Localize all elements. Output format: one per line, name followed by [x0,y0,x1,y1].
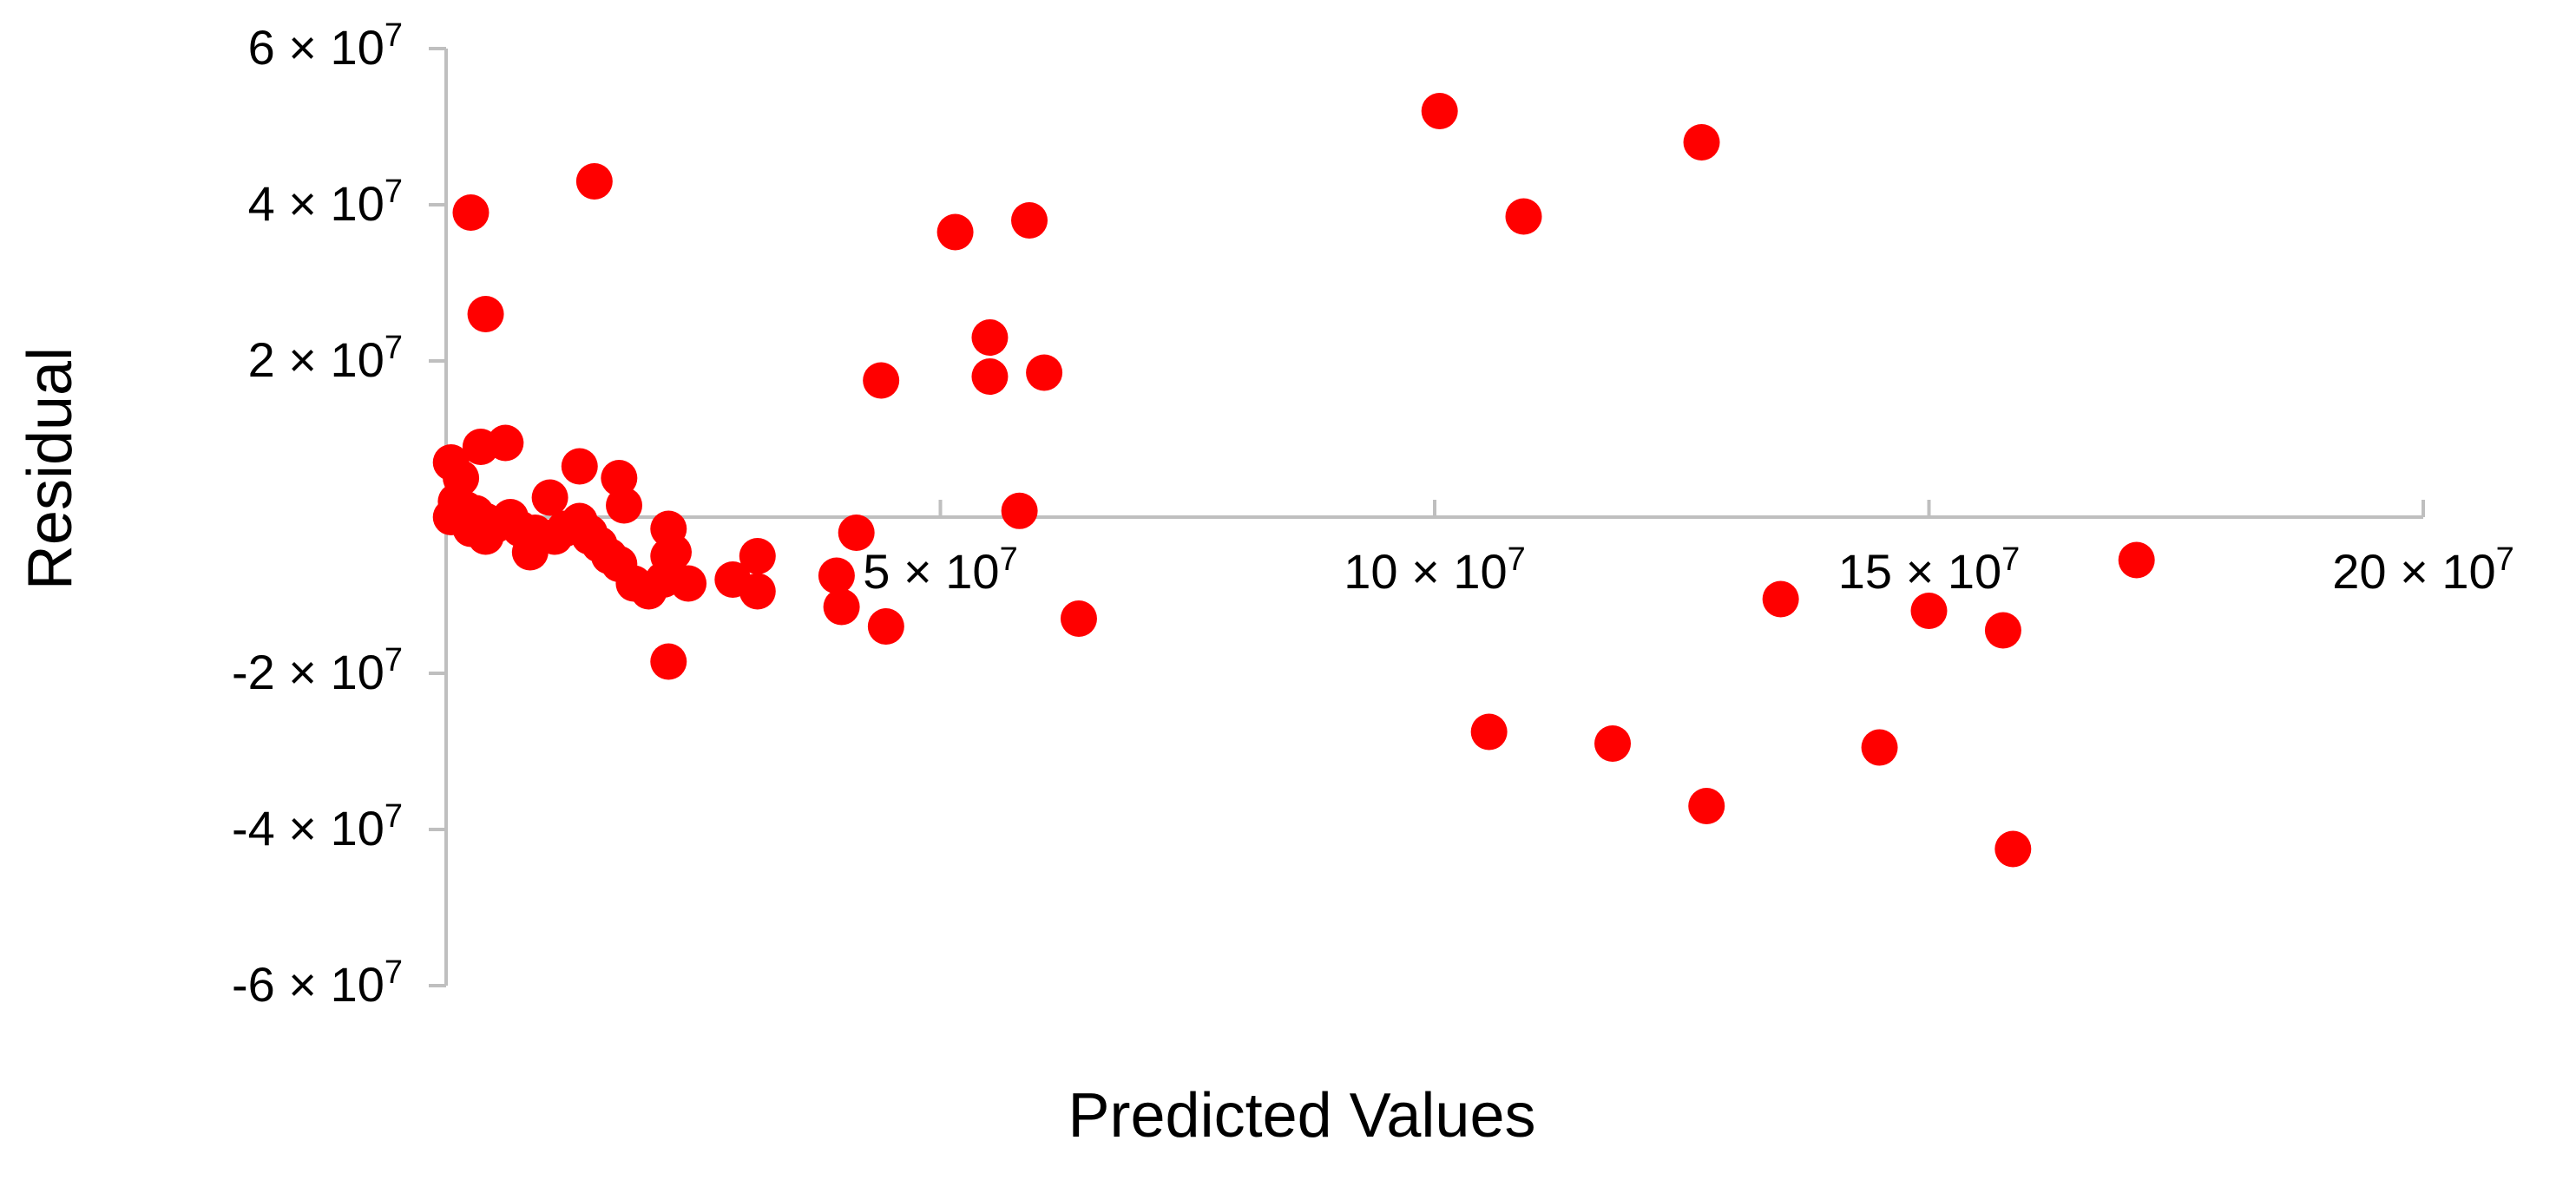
x-tick-label: 10 × 107 [1344,541,1526,599]
data-point [670,565,707,602]
data-point [1683,124,1720,161]
x-tick-label: 20 × 107 [2332,541,2514,599]
y-axis-title: Residual [16,347,85,590]
data-point [1594,725,1632,762]
data-point [606,487,643,524]
data-point [575,163,613,200]
data-point [936,213,974,251]
data-point [1505,198,1542,235]
data-point [654,534,692,571]
data-point [867,608,904,645]
x-axis-title: Predicted Values [1068,1081,1536,1150]
data-point [1984,612,2021,649]
data-point [1060,600,1097,637]
data-point [467,518,504,555]
data-point [2118,541,2155,579]
data-point [739,538,776,574]
data-point [1994,830,2032,868]
data-point [531,479,568,516]
data-point [452,194,490,231]
y-tick-label: 2 × 107 [248,330,403,387]
data-point [971,358,1009,395]
data-point [1762,580,1799,618]
data-point [714,561,752,598]
data-point [1001,492,1038,529]
y-tick-label: 6 × 107 [248,17,403,75]
data-point [487,424,524,462]
data-point [571,515,608,551]
data-point [1688,788,1725,824]
data-point [467,296,504,332]
y-tick-label: -2 × 107 [232,642,403,699]
data-point [511,534,549,571]
data-point [1011,202,1048,239]
data-point [561,448,598,485]
x-tick-label: 15 × 107 [1838,541,2021,599]
data-point [650,643,687,680]
data-point [863,362,900,399]
data-point [823,588,860,626]
data-point [1861,729,1898,766]
data-point [1026,354,1063,391]
data-point [1421,93,1458,129]
data-point [818,557,855,594]
data-point [838,515,875,551]
y-tick-label: -4 × 107 [232,798,403,856]
x-tick-label: 5 × 107 [863,541,1017,599]
data-point [601,460,638,496]
data-point [1470,713,1508,751]
y-tick-label: 4 × 107 [248,174,403,231]
y-tick-label: -6 × 107 [232,954,403,1012]
data-point [971,319,1009,356]
data-point [1910,593,1948,629]
